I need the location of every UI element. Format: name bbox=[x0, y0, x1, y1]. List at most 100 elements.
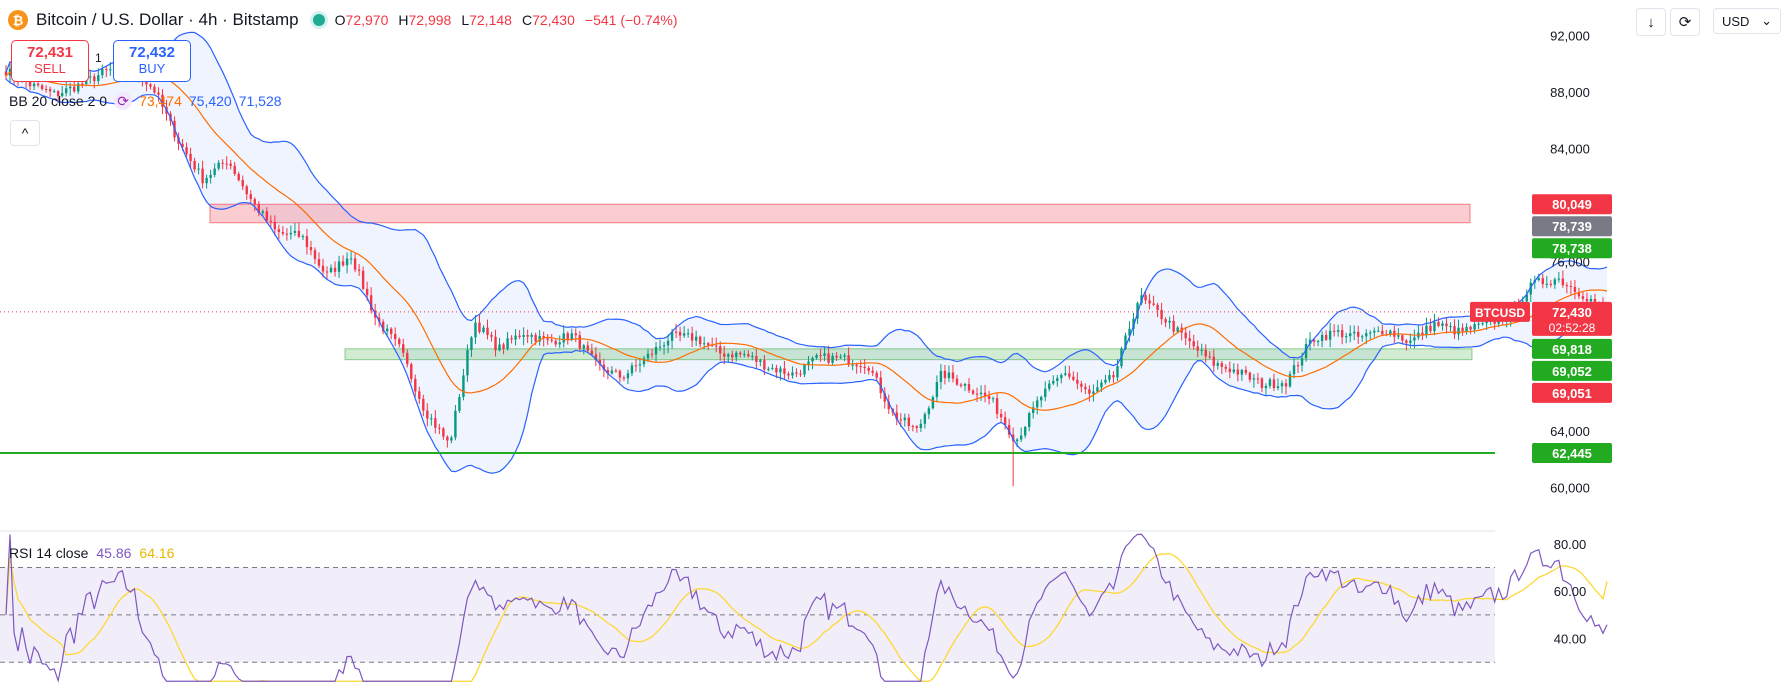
candle bbox=[1076, 379, 1079, 384]
candle bbox=[1457, 327, 1460, 335]
candle bbox=[293, 230, 297, 233]
candle bbox=[494, 336, 497, 351]
rsi-legend[interactable]: RSI 14 close 45.86 64.16 bbox=[9, 545, 174, 561]
candle bbox=[1216, 363, 1219, 366]
candle bbox=[1340, 330, 1344, 338]
candle bbox=[446, 436, 449, 441]
candle bbox=[1433, 321, 1436, 332]
candle bbox=[819, 355, 822, 357]
candle bbox=[1553, 279, 1557, 285]
candle bbox=[1593, 298, 1597, 304]
candle bbox=[1545, 283, 1549, 285]
price-label-text: 69,818 bbox=[1552, 342, 1592, 357]
candle bbox=[1236, 369, 1240, 375]
candle bbox=[506, 338, 509, 349]
candle bbox=[1128, 328, 1131, 336]
candle bbox=[325, 271, 329, 273]
symbol-title[interactable]: Bitcoin / U.S. Dollar · 4h · Bitstamp bbox=[36, 10, 299, 29]
currency-value: USD bbox=[1722, 13, 1750, 29]
candle bbox=[823, 353, 826, 356]
candle bbox=[903, 417, 907, 421]
sync-button[interactable]: ⟳ bbox=[1670, 8, 1700, 36]
bitcoin-icon: ₿ bbox=[8, 10, 28, 30]
rsi-label: RSI 14 close bbox=[9, 545, 89, 561]
candle bbox=[442, 428, 445, 437]
candle bbox=[1401, 335, 1404, 341]
candle bbox=[883, 393, 886, 402]
candle bbox=[1537, 278, 1540, 281]
buy-button[interactable]: 72,432 BUY bbox=[113, 40, 191, 82]
candle bbox=[1361, 336, 1364, 338]
candle bbox=[1461, 327, 1464, 332]
candle bbox=[999, 413, 1003, 418]
candle bbox=[831, 355, 834, 363]
rsi-value: 45.86 bbox=[96, 545, 132, 561]
candle bbox=[735, 352, 738, 358]
candle bbox=[1300, 358, 1304, 366]
candle bbox=[779, 368, 782, 373]
candle bbox=[185, 147, 188, 154]
candle bbox=[470, 337, 473, 350]
market-open-icon bbox=[312, 14, 325, 26]
candle bbox=[281, 232, 285, 234]
candle bbox=[1252, 378, 1256, 380]
candle bbox=[201, 168, 204, 184]
symbol-tag-text: BTCUSD bbox=[1475, 306, 1525, 320]
currency-select[interactable]: USD ⌄ bbox=[1713, 8, 1781, 34]
candle bbox=[466, 349, 469, 376]
candle bbox=[995, 398, 999, 414]
download-button[interactable]: ↓ bbox=[1636, 8, 1666, 36]
price-label-text: 69,051 bbox=[1552, 386, 1592, 401]
candle bbox=[1072, 376, 1075, 380]
candle bbox=[975, 393, 979, 395]
candle bbox=[727, 354, 730, 357]
candle bbox=[1589, 298, 1593, 302]
candle bbox=[610, 370, 614, 374]
sell-button[interactable]: 72,431 SELL bbox=[11, 40, 89, 82]
candle bbox=[1116, 366, 1119, 378]
close-label: C bbox=[521, 12, 533, 28]
candle bbox=[678, 331, 682, 336]
candle bbox=[594, 354, 598, 360]
candle bbox=[1557, 278, 1561, 280]
candle bbox=[654, 347, 658, 355]
candle bbox=[895, 412, 898, 420]
candle bbox=[646, 353, 650, 359]
candle bbox=[855, 364, 858, 367]
candle bbox=[1204, 349, 1207, 357]
candle bbox=[418, 391, 421, 399]
candle bbox=[161, 94, 164, 107]
candle bbox=[787, 373, 790, 376]
candle bbox=[458, 397, 461, 411]
candle bbox=[60, 93, 64, 97]
candle bbox=[662, 345, 666, 347]
candle bbox=[558, 342, 561, 345]
sell-label: SELL bbox=[34, 61, 66, 76]
price-label-box bbox=[1532, 338, 1612, 359]
candle bbox=[666, 340, 670, 346]
candle bbox=[297, 230, 301, 237]
candle bbox=[827, 353, 830, 363]
bollinger-legend[interactable]: BB 20 close 2 0 ⟳ 73,474 75,420 71,528 bbox=[9, 92, 282, 110]
candle bbox=[377, 317, 381, 322]
candle bbox=[1160, 309, 1163, 320]
candle bbox=[450, 437, 453, 441]
collapse-legend-button[interactable]: ^ bbox=[10, 120, 40, 146]
candle bbox=[1549, 283, 1553, 285]
price-label-box bbox=[1532, 216, 1612, 237]
candle bbox=[402, 344, 405, 353]
candle bbox=[1056, 378, 1059, 381]
candle bbox=[875, 372, 878, 378]
low-value: 72,148 bbox=[469, 12, 512, 28]
candle bbox=[1425, 325, 1428, 336]
zone-red bbox=[209, 203, 1471, 224]
candle bbox=[1320, 334, 1324, 342]
candle bbox=[815, 355, 818, 358]
candle bbox=[771, 367, 774, 369]
candle bbox=[257, 204, 260, 213]
candle bbox=[622, 377, 626, 379]
rsi-axis[interactable]: 80.00 60.00 40.00 bbox=[1554, 537, 1587, 647]
candle bbox=[1007, 424, 1011, 435]
